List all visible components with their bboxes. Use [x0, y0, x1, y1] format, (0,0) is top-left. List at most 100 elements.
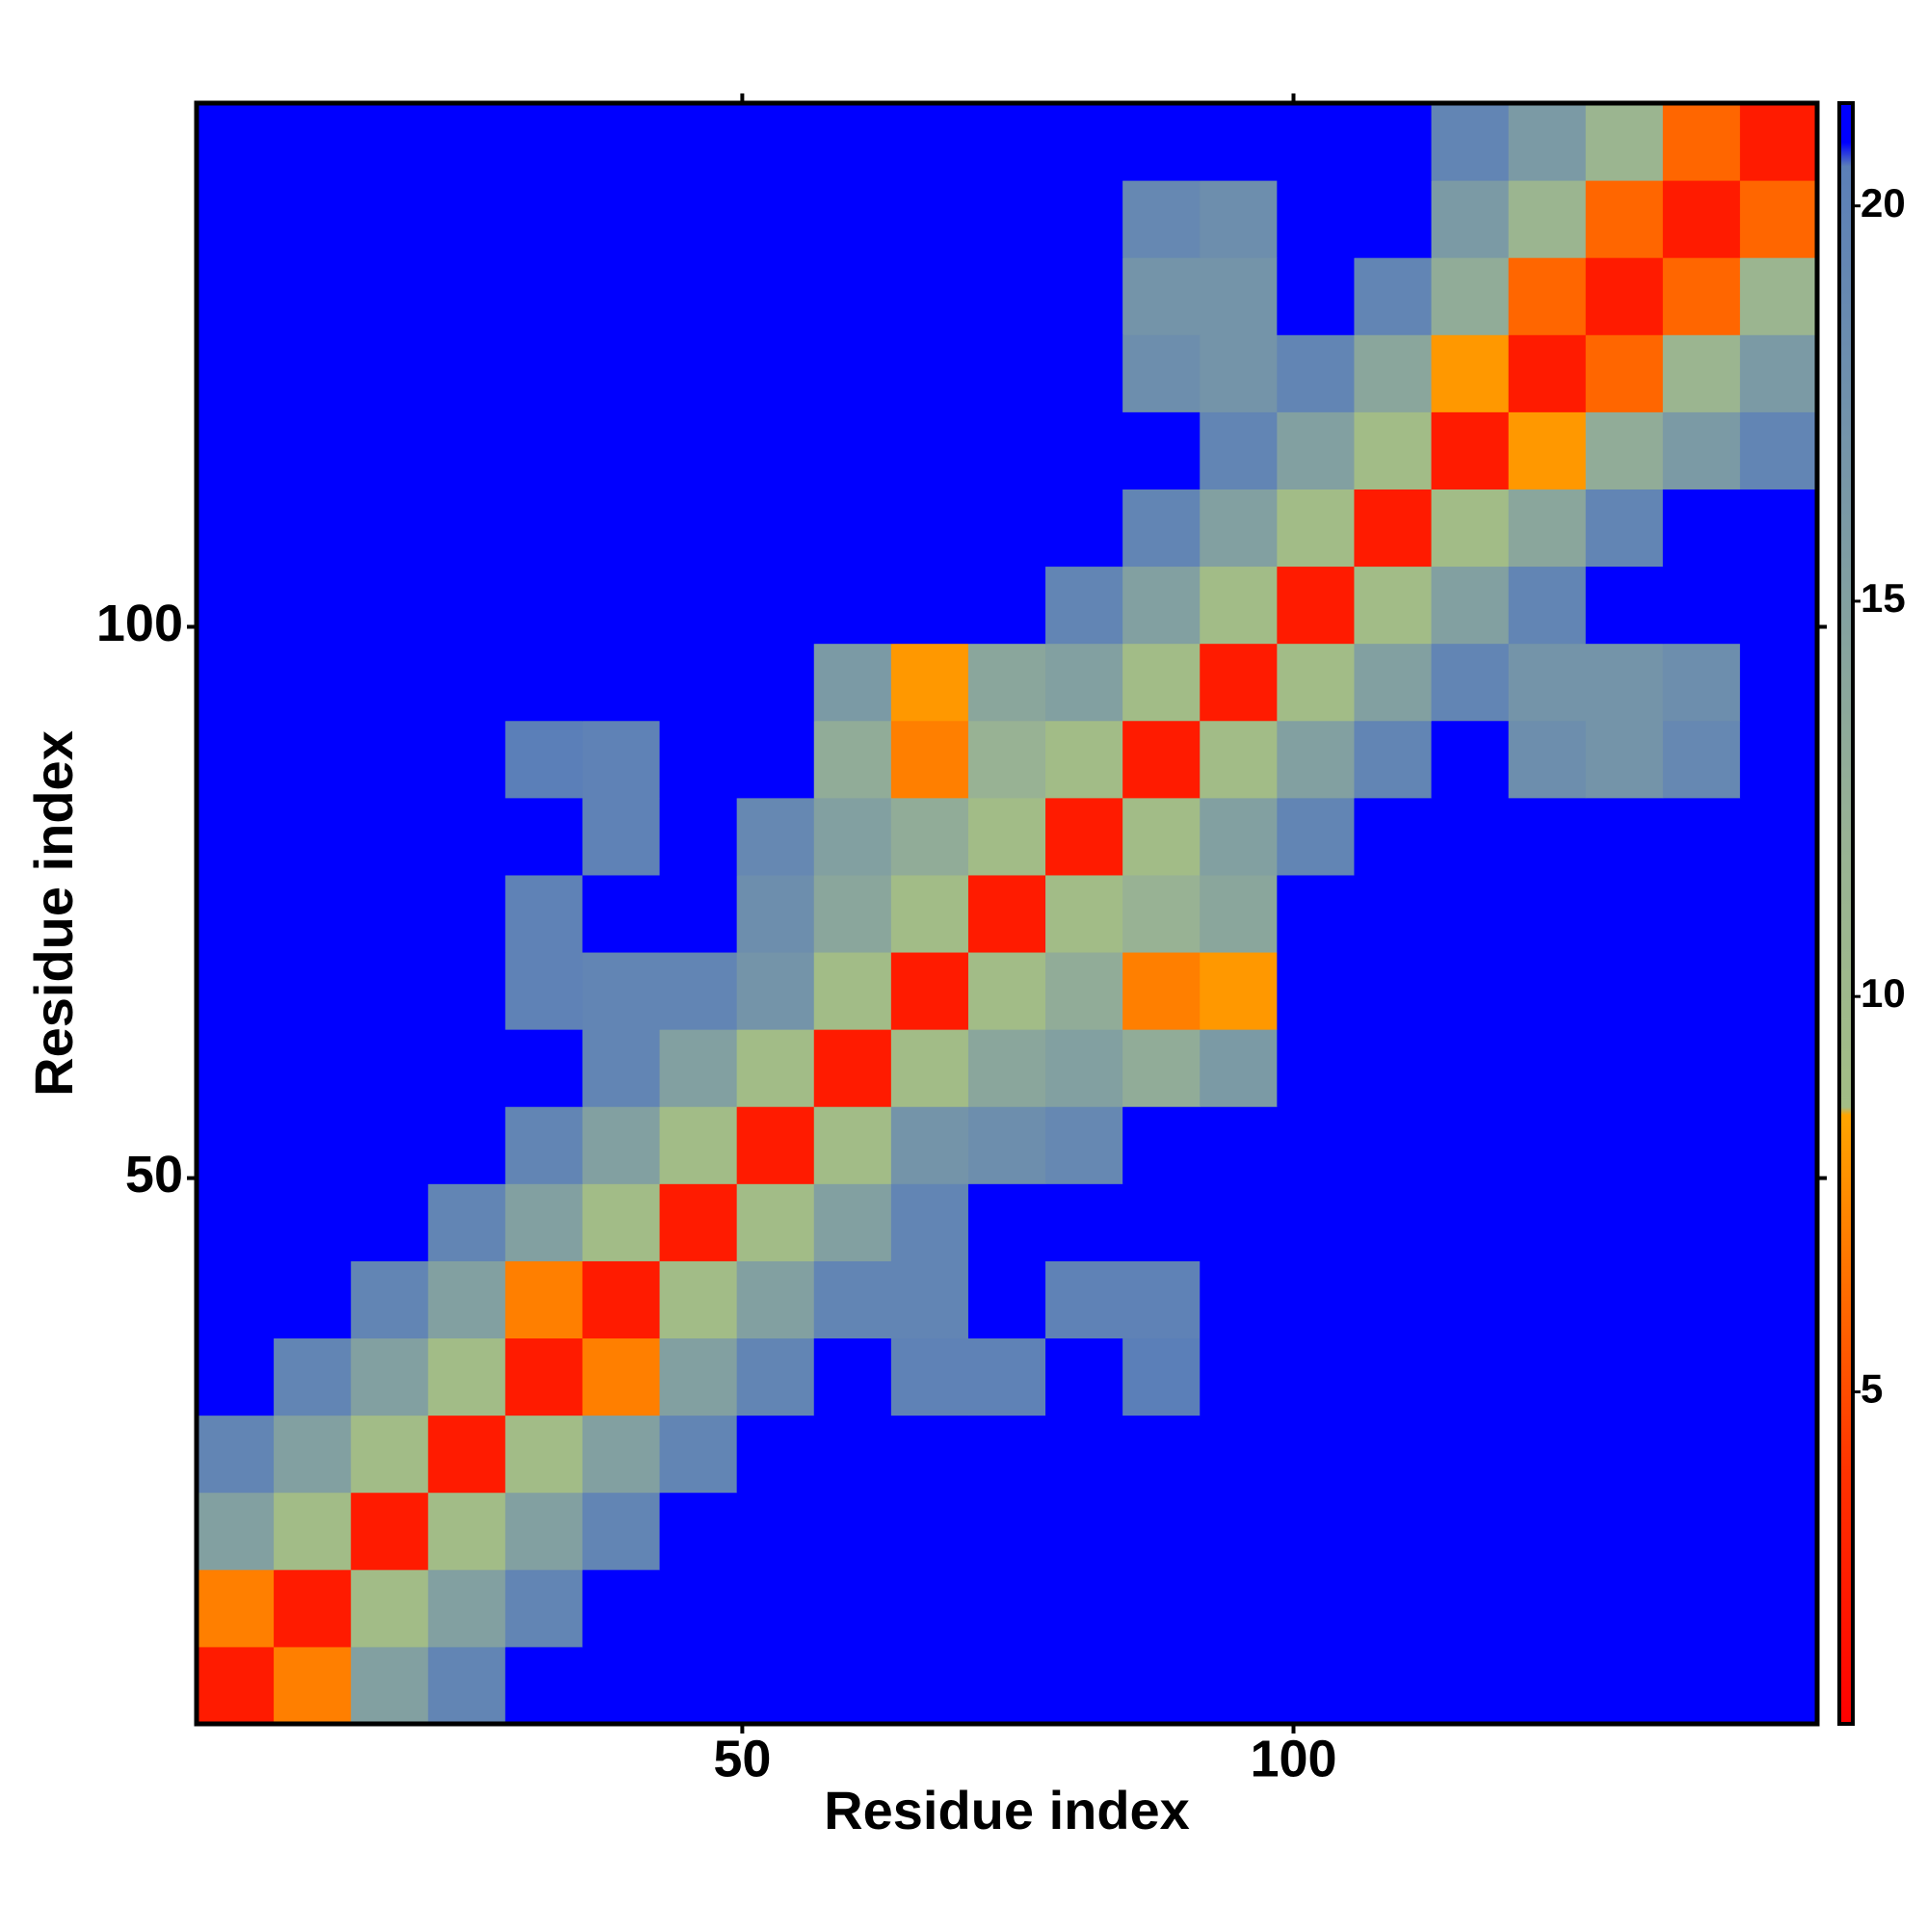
heatmap-cell	[582, 1415, 661, 1494]
heatmap-cell	[1354, 1646, 1433, 1725]
heatmap-cell	[1277, 952, 1355, 1030]
heatmap-cell	[1431, 566, 1510, 645]
heatmap-cell	[890, 643, 969, 722]
heatmap-cell	[1739, 489, 1818, 568]
heatmap-cell	[582, 1260, 661, 1339]
heatmap-cell	[736, 566, 815, 645]
heatmap-cell	[1431, 1029, 1510, 1107]
heatmap-cell	[813, 1260, 892, 1339]
heatmap-cell	[505, 1569, 583, 1648]
heatmap-cell	[1739, 1106, 1818, 1184]
heatmap-cell	[1045, 1646, 1123, 1725]
heatmap-cell	[1045, 1492, 1123, 1571]
heatmap-cell	[428, 1492, 506, 1571]
heatmap-cell	[1200, 103, 1278, 181]
heatmap-cell	[1122, 566, 1201, 645]
heatmap-cell	[967, 1029, 1046, 1107]
heatmap-cell	[659, 1492, 738, 1571]
heatmap-cell	[505, 1492, 583, 1571]
heatmap-cell	[351, 1260, 429, 1339]
heatmap-cell	[736, 643, 815, 722]
heatmap-cell	[890, 1029, 969, 1107]
heatmap-cell	[428, 411, 506, 490]
heatmap-cell	[1122, 797, 1201, 876]
heatmap-cell	[1277, 1106, 1355, 1184]
heatmap-cell	[1354, 1260, 1433, 1339]
heatmap-cell	[1585, 952, 1664, 1030]
heatmap-cell	[1585, 1415, 1664, 1494]
heatmap-cell	[582, 720, 661, 799]
heatmap-cell	[1431, 103, 1510, 181]
heatmap-cell	[197, 411, 275, 490]
heatmap-cell	[1662, 952, 1741, 1030]
heatmap-cell	[197, 874, 275, 953]
heatmap-cell	[1508, 1106, 1587, 1184]
heatmap-cell	[1431, 1260, 1510, 1339]
heatmap-cell	[736, 489, 815, 568]
heatmap-cell	[1354, 257, 1433, 335]
heatmap-cell	[659, 1106, 738, 1184]
heatmap-cell	[813, 720, 892, 799]
heatmap-cell	[967, 1260, 1046, 1339]
heatmap-cell	[274, 874, 352, 953]
heatmap-cell	[428, 334, 506, 412]
heatmap-cell	[1508, 1029, 1587, 1107]
heatmap-cell	[1045, 1106, 1123, 1184]
heatmap-cell	[1739, 1183, 1818, 1261]
heatmap-cell	[1739, 797, 1818, 876]
heatmap-cell	[274, 1183, 352, 1261]
heatmap-cell	[505, 1029, 583, 1107]
heatmap-cell	[890, 952, 969, 1030]
heatmap-cell	[967, 1569, 1046, 1648]
heatmap-cell	[1122, 180, 1201, 258]
heatmap-cell	[1431, 334, 1510, 412]
heatmap-cells	[197, 103, 1818, 1725]
heatmap-cell	[1739, 1260, 1818, 1339]
heatmap-cell	[1739, 1337, 1818, 1416]
heatmap-cell	[1354, 411, 1433, 490]
heatmap-cell	[1354, 874, 1433, 953]
heatmap-cell	[1354, 1569, 1433, 1648]
heatmap-cell	[890, 334, 969, 412]
heatmap-cell	[1200, 257, 1278, 335]
heatmap-cell	[1045, 411, 1123, 490]
heatmap-cell	[1508, 180, 1587, 258]
heatmap-cell	[582, 1029, 661, 1107]
heatmap-cell	[736, 1106, 815, 1184]
heatmap-cell	[505, 1260, 583, 1339]
heatmap-cell	[813, 1106, 892, 1184]
heatmap-cell	[659, 489, 738, 568]
heatmap-cell	[736, 1337, 815, 1416]
heatmap-cell	[428, 489, 506, 568]
heatmap-cell	[1739, 334, 1818, 412]
heatmap-cell	[813, 566, 892, 645]
heatmap-cell	[1277, 103, 1355, 181]
heatmap-cell	[582, 103, 661, 181]
heatmap-cell	[1354, 1492, 1433, 1571]
heatmap-cell	[659, 1337, 738, 1416]
heatmap-cell	[1508, 1492, 1587, 1571]
heatmap-cell	[1585, 1029, 1664, 1107]
heatmap-cell	[736, 1569, 815, 1648]
heatmap-cell	[1045, 1569, 1123, 1648]
heatmap-cell	[428, 257, 506, 335]
heatmap-cell	[1277, 643, 1355, 722]
heatmap-cell	[1662, 1337, 1741, 1416]
heatmap-cell	[1045, 180, 1123, 258]
heatmap-cell	[736, 257, 815, 335]
heatmap-cell	[659, 1029, 738, 1107]
heatmap-cell	[1045, 1183, 1123, 1261]
heatmap-cell	[1354, 103, 1433, 181]
heatmap-cell	[967, 1183, 1046, 1261]
heatmap-cell	[1122, 1646, 1201, 1725]
heatmap-cell	[1431, 720, 1510, 799]
heatmap-cell	[274, 1569, 352, 1648]
heatmap-cell	[736, 334, 815, 412]
heatmap-cell	[1739, 1415, 1818, 1494]
heatmap-cell	[967, 952, 1046, 1030]
heatmap-cell	[1508, 720, 1587, 799]
heatmap-cell	[1739, 1646, 1818, 1725]
heatmap-cell	[1200, 334, 1278, 412]
heatmap-cell	[1585, 411, 1664, 490]
